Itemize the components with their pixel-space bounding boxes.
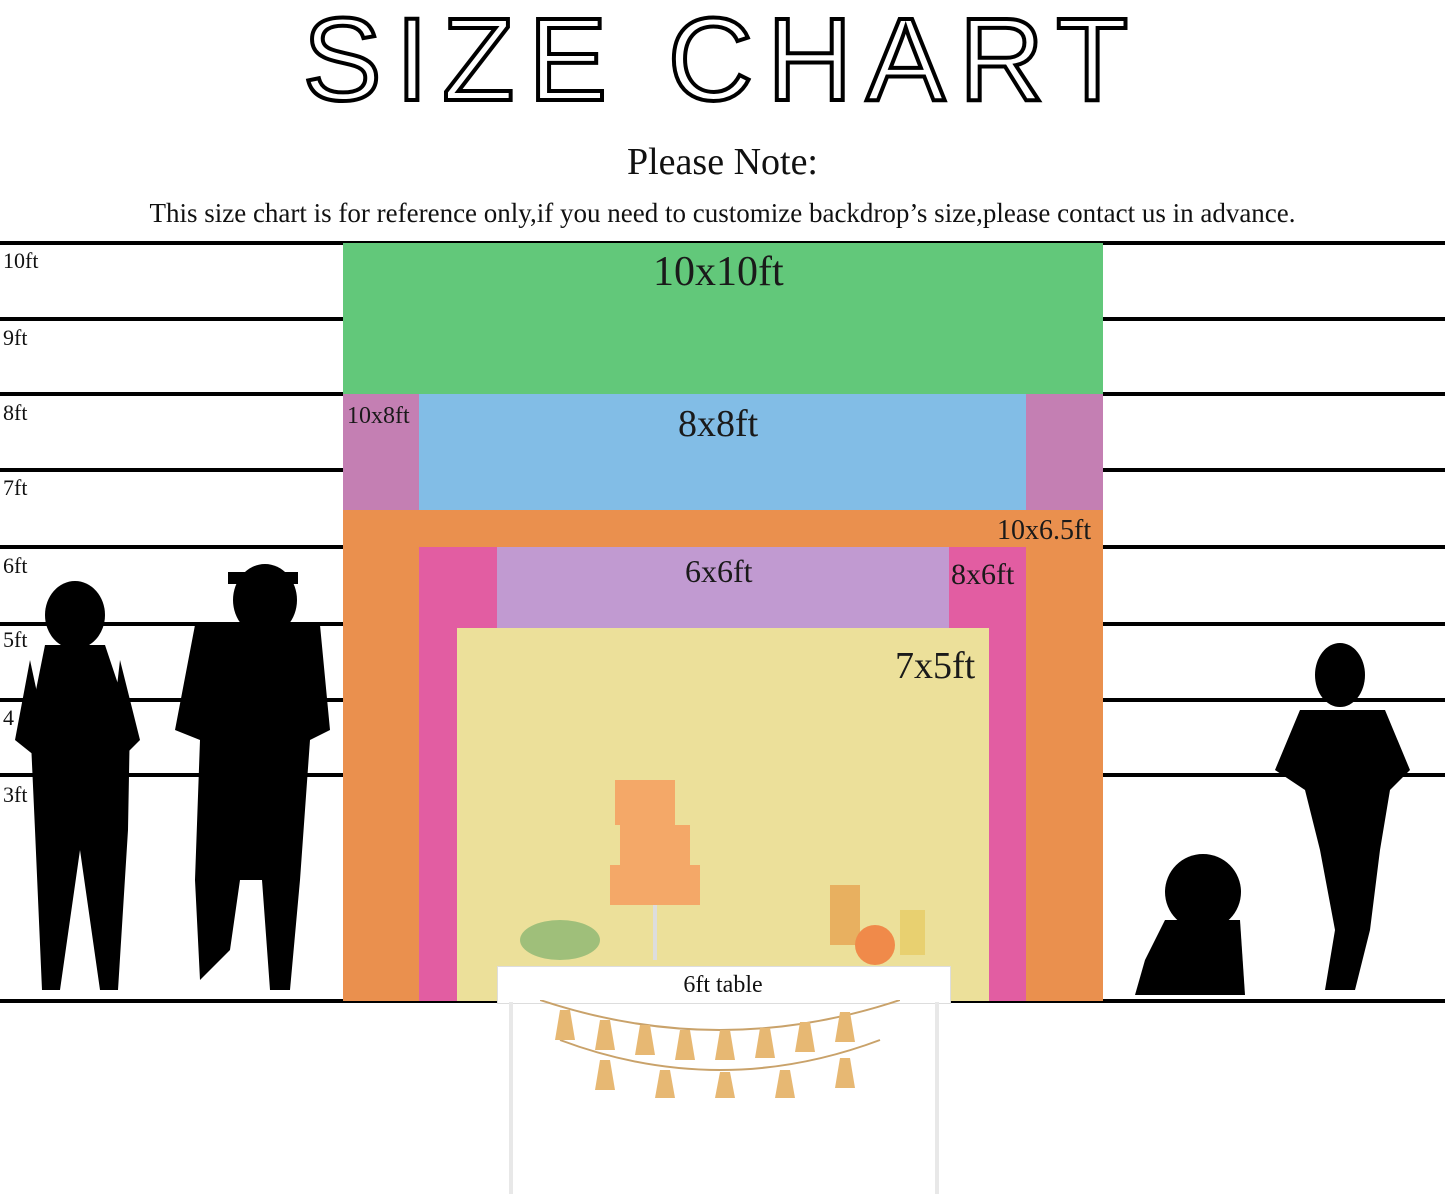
- label-8x6: 8x6ft: [951, 558, 1015, 591]
- height-label: 10ft: [3, 248, 39, 273]
- height-label: 9ft: [3, 325, 28, 350]
- page-title: SIZE CHART: [301, 0, 1143, 126]
- table-label: 6ft table: [683, 972, 763, 998]
- note-heading: Please Note:: [626, 141, 818, 183]
- label-10x6.5: 10x6.5ft: [997, 515, 1092, 546]
- note-text: This size chart is for reference only,if…: [149, 198, 1296, 228]
- backdrop-6x6: [497, 547, 949, 628]
- tassel-garland-icon: [540, 1000, 900, 1098]
- label-10x8: 10x8ft: [347, 403, 410, 429]
- table-leg: [509, 1002, 513, 1194]
- backdrop-10x10: [343, 243, 1103, 394]
- label-8x8: 8x8ft: [678, 403, 759, 445]
- adult-silhouettes-icon: [15, 564, 330, 990]
- table-leg: [935, 1002, 939, 1194]
- child-silhouettes-icon: [1135, 643, 1410, 995]
- height-label: 3ft: [3, 782, 28, 807]
- label-10x10: 10x10ft: [653, 249, 784, 295]
- label-6x6: 6x6ft: [685, 553, 753, 589]
- height-label: 5ft: [3, 627, 28, 652]
- height-label: 4: [3, 705, 14, 730]
- height-label: 7ft: [3, 475, 28, 500]
- label-7x5: 7x5ft: [895, 645, 976, 687]
- backdrop-8x8: [419, 394, 1026, 510]
- height-label: 6ft: [3, 553, 28, 578]
- height-label: 8ft: [3, 400, 28, 425]
- dessert-table-illustration: [520, 780, 925, 965]
- table: [497, 966, 951, 1004]
